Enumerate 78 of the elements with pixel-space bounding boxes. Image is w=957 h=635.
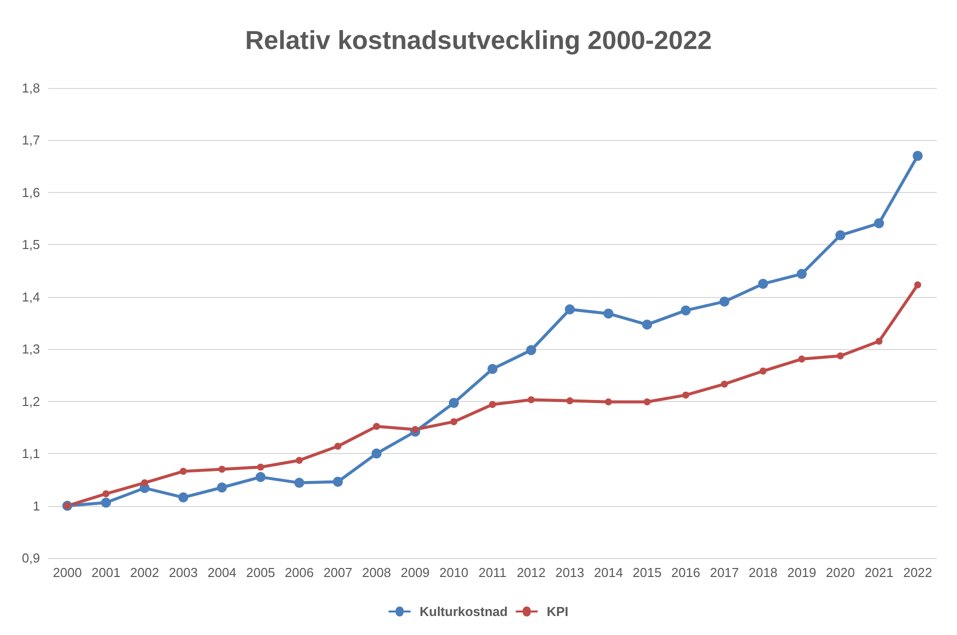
x-tick-label: 2000 bbox=[52, 565, 82, 580]
y-tick-label: 1,7 bbox=[22, 132, 40, 148]
x-tick-label: 2015 bbox=[632, 565, 662, 580]
point bbox=[912, 150, 923, 161]
point bbox=[758, 278, 768, 289]
point bbox=[680, 305, 691, 316]
x-tick-label: 2011 bbox=[478, 565, 506, 580]
point bbox=[216, 482, 227, 492]
point bbox=[218, 466, 226, 473]
x-tick-label: 2005 bbox=[246, 565, 276, 580]
point bbox=[488, 364, 498, 374]
point bbox=[373, 422, 380, 430]
point bbox=[294, 478, 304, 488]
y-tick-label: 1 bbox=[32, 498, 40, 514]
y-tick-label: 1,1 bbox=[22, 446, 40, 462]
point bbox=[719, 296, 730, 307]
point bbox=[412, 426, 419, 434]
point bbox=[178, 492, 188, 502]
point bbox=[448, 398, 459, 408]
x-tick-label: 2017 bbox=[710, 565, 739, 580]
point bbox=[528, 396, 535, 404]
legend-label: KPI bbox=[546, 604, 568, 619]
point bbox=[564, 304, 575, 314]
point bbox=[836, 352, 844, 360]
x-tick-label: 2003 bbox=[168, 565, 198, 580]
x-tick-label: 2012 bbox=[516, 565, 546, 580]
x-tick-label: 2007 bbox=[323, 565, 352, 580]
point bbox=[644, 398, 651, 406]
point bbox=[682, 392, 690, 399]
x-tick-label: 2006 bbox=[284, 565, 314, 580]
point bbox=[257, 464, 264, 471]
y-tick-label: 1,6 bbox=[22, 184, 40, 200]
point bbox=[720, 380, 728, 388]
point bbox=[642, 320, 652, 330]
point bbox=[450, 418, 458, 426]
y-tick-label: 1,8 bbox=[22, 80, 40, 96]
point bbox=[102, 490, 110, 498]
y-tick-label: 1,4 bbox=[22, 289, 40, 304]
x-tick-label: 2001 bbox=[92, 565, 120, 580]
point bbox=[372, 448, 382, 459]
x-tick-label: 2010 bbox=[439, 565, 468, 580]
y-tick-label: 1,5 bbox=[22, 237, 40, 252]
y-tick-label: 0,9 bbox=[22, 550, 40, 566]
point bbox=[141, 479, 148, 486]
point bbox=[332, 476, 343, 487]
x-tick-label: 2008 bbox=[362, 565, 392, 580]
x-tick-label: 2018 bbox=[748, 565, 778, 580]
point bbox=[526, 345, 536, 356]
point bbox=[914, 281, 922, 288]
x-tick-label: 2019 bbox=[787, 565, 816, 580]
point bbox=[874, 218, 884, 228]
point bbox=[256, 472, 266, 482]
x-tick-label: 2004 bbox=[207, 565, 236, 580]
y-tick-label: 1,3 bbox=[22, 342, 40, 357]
point bbox=[566, 397, 574, 404]
point bbox=[334, 442, 342, 450]
point bbox=[296, 456, 303, 464]
point bbox=[489, 400, 496, 408]
x-tick-label: 2021 bbox=[864, 565, 894, 580]
point bbox=[798, 356, 806, 363]
chart-title: Relativ kostnadsutveckling 2000-2022 bbox=[245, 25, 712, 55]
point bbox=[835, 230, 846, 240]
x-tick-label: 2013 bbox=[555, 565, 584, 580]
point bbox=[760, 368, 767, 375]
x-tick-label: 2016 bbox=[671, 565, 700, 580]
y-tick-label: 1,2 bbox=[22, 394, 40, 409]
point bbox=[603, 308, 614, 319]
point bbox=[100, 498, 111, 508]
x-tick-label: 2022 bbox=[903, 565, 932, 580]
x-tick-label: 2002 bbox=[130, 565, 160, 580]
x-tick-label: 2020 bbox=[826, 565, 855, 580]
x-tick-label: 2009 bbox=[400, 565, 430, 580]
x-tick-label: 2014 bbox=[594, 565, 623, 580]
legend-label: Kulturkostnad bbox=[420, 604, 508, 619]
point bbox=[876, 338, 883, 345]
point bbox=[796, 268, 807, 279]
point bbox=[180, 468, 187, 475]
point bbox=[604, 398, 612, 406]
